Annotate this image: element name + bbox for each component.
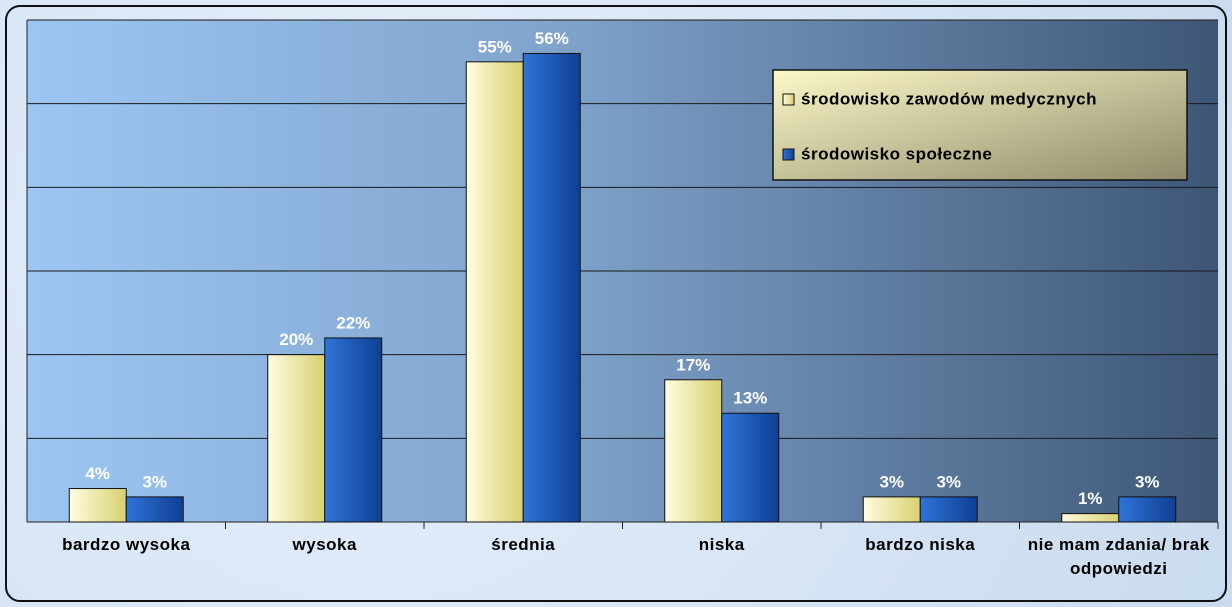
bar [919,496,978,523]
legend-label: środowisko zawodów medycznych [801,89,1097,108]
value-label: 3% [142,472,167,491]
value-label: 17% [676,355,710,374]
bar [664,379,723,523]
value-label: 3% [879,472,904,491]
bar [862,496,921,523]
legend-label: środowisko społeczne [801,144,992,163]
value-label: 1% [1078,489,1103,508]
bar [324,337,383,523]
bar [721,412,780,523]
bar [267,354,326,523]
x-tick-label: nie mam zdania/ brak odpowiedzi [1027,535,1210,578]
frame-border [5,5,1227,602]
x-tick-label: wysoka [292,535,357,554]
legend-swatch [782,148,795,161]
value-label: 22% [336,313,370,332]
bar [68,488,127,523]
x-tick-label: niska [698,535,745,554]
value-label: 3% [1135,472,1160,491]
bar [522,52,581,523]
x-tick-label: bardzo niska [865,535,976,554]
value-label: 3% [936,472,961,491]
value-label: 4% [85,464,110,483]
value-label: 13% [733,389,767,408]
x-tick-label: średnia [491,535,556,554]
bar [125,496,184,523]
value-label: 55% [478,37,512,56]
legend-box [772,69,1188,181]
value-label: 20% [279,330,313,349]
bar [1061,513,1120,523]
value-label: 56% [535,29,569,48]
bar [465,61,524,523]
x-tick-label: bardzo wysoka [62,535,191,554]
bar [1118,496,1177,523]
legend-swatch [782,93,795,106]
